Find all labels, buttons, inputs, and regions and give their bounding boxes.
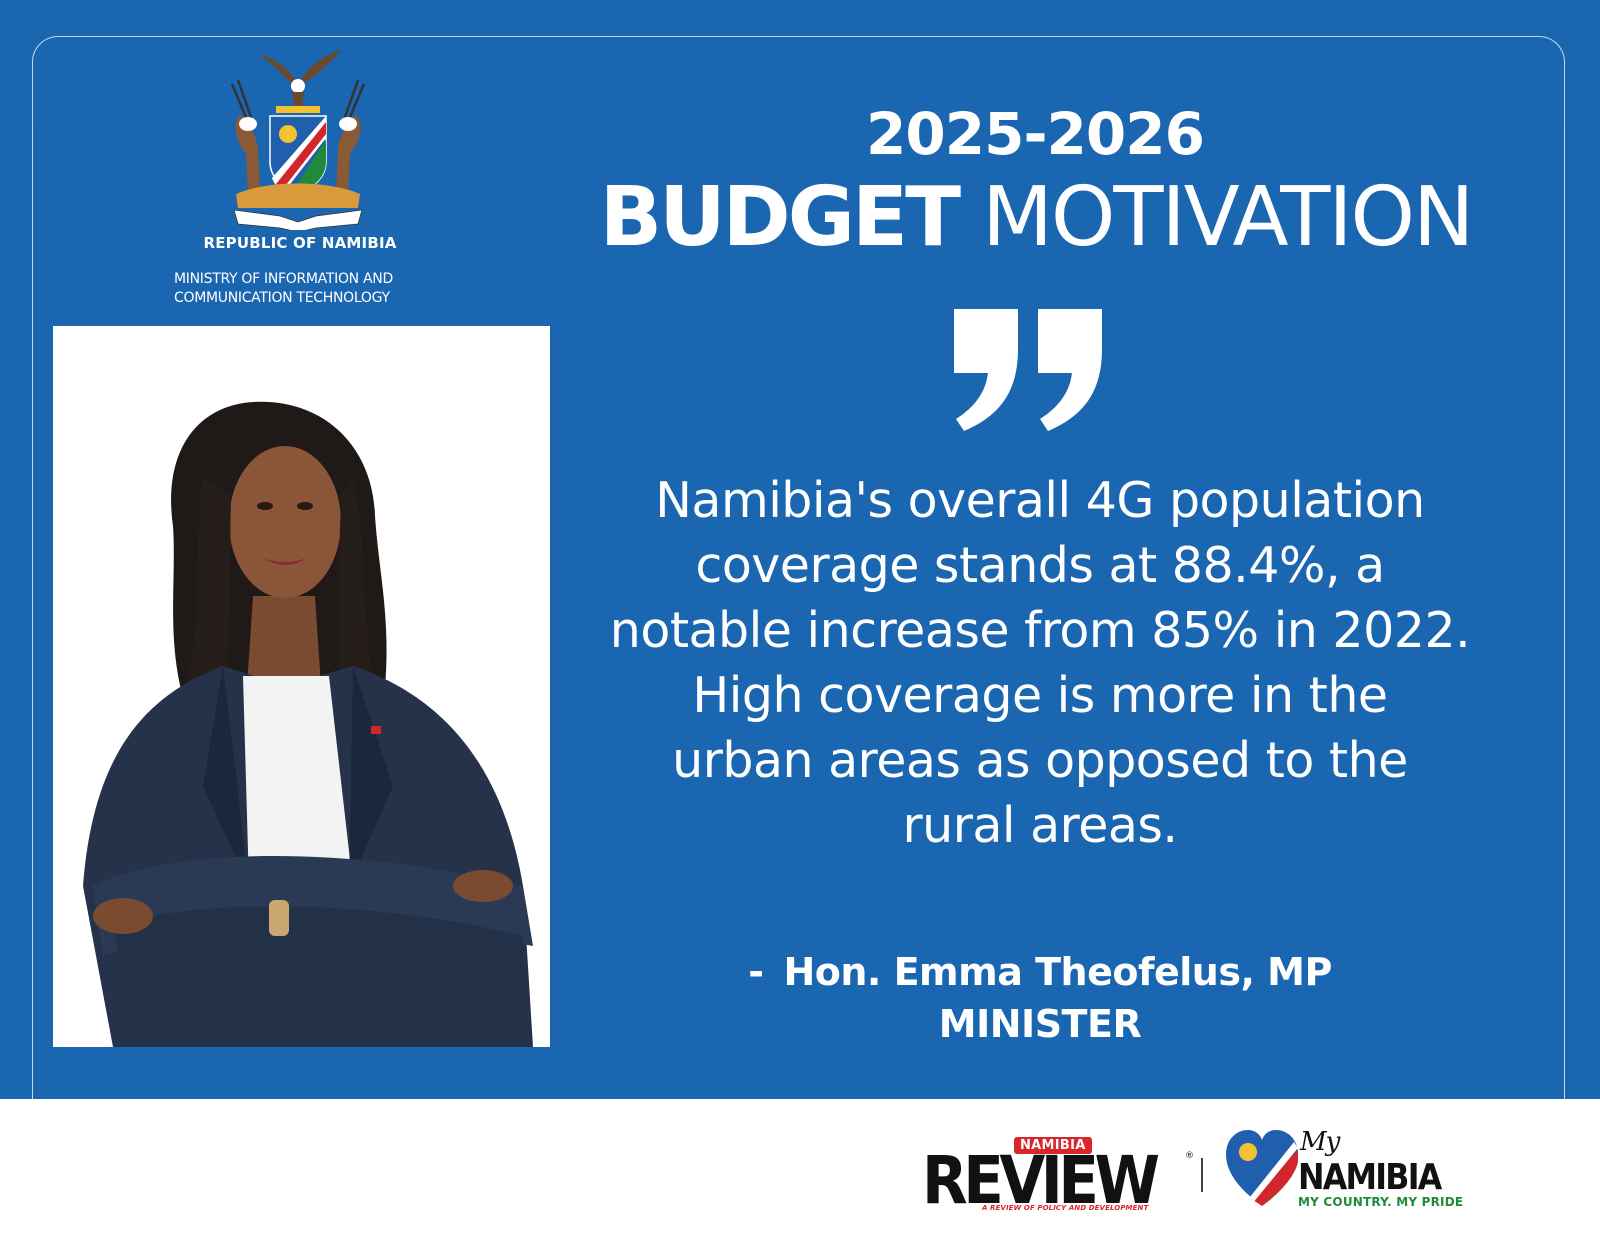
footer-bar bbox=[0, 1099, 1600, 1253]
quote-line: coverage stands at 88.4%, a bbox=[695, 537, 1385, 594]
budget-year: 2025-2026 bbox=[866, 100, 1205, 168]
title-light: MOTIVATION bbox=[982, 170, 1474, 265]
minister-portrait bbox=[53, 326, 550, 1047]
quote-text: Namibia's overall 4G population coverage… bbox=[580, 468, 1500, 858]
quote-line: High coverage is more in the bbox=[692, 667, 1388, 724]
registered-mark: ® bbox=[1185, 1151, 1194, 1161]
quote-line: notable increase from 85% in 2022. bbox=[609, 602, 1471, 659]
title-bold: BUDGET bbox=[599, 170, 961, 265]
author-role: MINISTER bbox=[938, 1002, 1142, 1046]
quote-line: urban areas as opposed to the bbox=[672, 732, 1408, 789]
quote-mark-icon bbox=[954, 309, 1102, 431]
content-frame bbox=[32, 36, 1565, 1116]
page-title: BUDGET MOTIVATION bbox=[556, 168, 1516, 268]
attribution-dash: - bbox=[748, 950, 764, 994]
country-name: REPUBLIC OF NAMIBIA bbox=[203, 234, 397, 252]
review-logo-badge: NAMIBIA bbox=[1014, 1137, 1092, 1154]
ministry-line-2: COMMUNICATION TECHNOLOGY bbox=[174, 290, 390, 306]
quote-line: Namibia's overall 4G population bbox=[655, 472, 1425, 529]
my-namibia-my: My bbox=[1300, 1127, 1340, 1157]
quote-line: rural areas. bbox=[902, 797, 1178, 854]
coat-of-arms-icon bbox=[230, 50, 366, 230]
author-name: Hon. Emma Theofelus, MP bbox=[783, 950, 1332, 994]
review-tagline: A REVIEW OF POLICY AND DEVELOPMENT bbox=[982, 1204, 1149, 1212]
review-logo-word: REVIEW bbox=[922, 1142, 1160, 1219]
ministry-name: MINISTRY OF INFORMATION AND COMMUNICATIO… bbox=[174, 270, 444, 308]
my-namibia-word: NAMIBIA bbox=[1298, 1157, 1442, 1198]
ministry-line-1: MINISTRY OF INFORMATION AND bbox=[174, 271, 393, 287]
logo-divider bbox=[1201, 1158, 1203, 1192]
my-namibia-slogan: MY COUNTRY. MY PRIDE bbox=[1298, 1195, 1464, 1209]
quote-attribution: - Hon. Emma Theofelus, MP MINISTER bbox=[700, 946, 1380, 1050]
heart-flag-icon bbox=[1226, 1130, 1298, 1206]
